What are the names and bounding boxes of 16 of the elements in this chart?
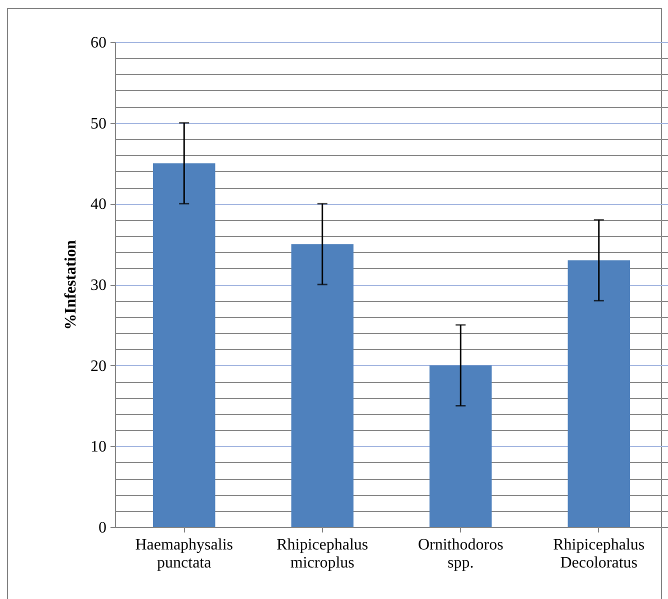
y-tick-label: 10: [90, 438, 106, 456]
y-tick-label: 30: [90, 277, 106, 294]
y-tick-label: 0: [98, 520, 106, 536]
y-axis-title: %Infestation: [62, 240, 80, 330]
x-tick-label: Ornithodoros spp.: [418, 536, 504, 572]
y-tick-label: 60: [90, 34, 106, 52]
bar: [430, 365, 492, 527]
bar: [291, 244, 354, 527]
bar: [568, 260, 630, 527]
y-tick-label: 20: [90, 358, 106, 375]
x-tick-label: Haemaphysalis punctata: [135, 536, 233, 572]
bar: [153, 163, 216, 527]
y-tick-label: 40: [90, 196, 106, 214]
x-tick-label: Rhipicephalus microplus: [276, 536, 368, 572]
x-tick-label: Rhipicephalus Decoloratus: [553, 536, 645, 572]
y-tick-label: 50: [90, 115, 106, 132]
